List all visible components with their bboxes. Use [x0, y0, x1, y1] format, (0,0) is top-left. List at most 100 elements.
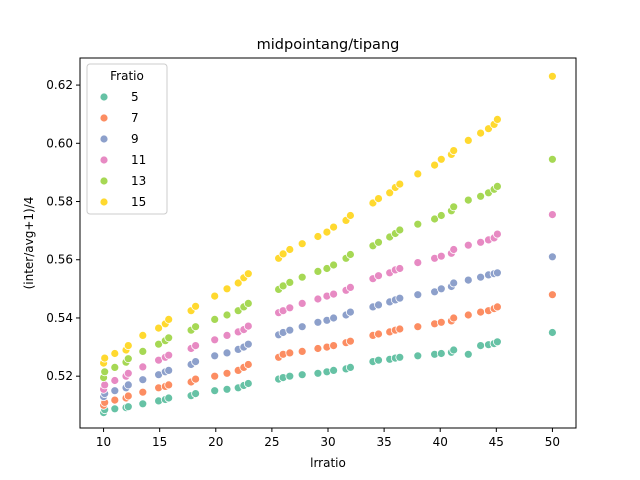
data-point-fratio-13	[313, 266, 323, 276]
data-point-fratio-11	[210, 335, 220, 345]
data-point-fratio-9	[110, 386, 120, 396]
x-tick-label: 45	[489, 435, 504, 449]
data-point-fratio-5	[449, 345, 459, 355]
data-point-fratio-13	[449, 202, 459, 212]
data-point-fratio-5	[345, 362, 355, 372]
data-point-fratio-9	[285, 325, 295, 335]
data-point-fratio-15	[191, 301, 201, 311]
data-point-fratio-13	[164, 333, 174, 343]
data-point-fratio-15	[222, 284, 232, 294]
data-point-fratio-13	[278, 281, 288, 291]
data-point-fratio-11	[222, 330, 232, 340]
y-tick-label: 0.62	[46, 78, 73, 92]
data-point-fratio-7	[191, 374, 201, 384]
data-point-fratio-11	[191, 341, 201, 351]
data-point-fratio-13	[285, 277, 295, 287]
data-point-fratio-11	[476, 237, 486, 247]
data-point-fratio-15	[345, 211, 355, 220]
data-point-fratio-5	[413, 351, 423, 361]
data-point-fratio-15	[285, 245, 295, 254]
x-tick-label: 10	[96, 435, 111, 449]
data-point-fratio-15	[548, 71, 557, 81]
data-point-fratio-15	[110, 349, 120, 358]
data-point-fratio-13	[243, 298, 253, 308]
data-point-fratio-5	[222, 384, 232, 394]
data-point-fratio-13	[329, 260, 339, 270]
data-point-fratio-9	[210, 351, 220, 361]
data-point-fratio-9	[297, 322, 307, 332]
data-point-fratio-13	[191, 322, 201, 332]
data-point-fratio-7	[164, 380, 174, 390]
data-point-fratio-11	[164, 350, 174, 360]
data-point-fratio-13	[436, 211, 446, 220]
y-tick-label: 0.60	[46, 136, 73, 150]
legend-label-5: 5	[131, 90, 139, 104]
data-point-fratio-7	[395, 324, 405, 334]
data-point-fratio-11	[297, 298, 307, 308]
data-point-fratio-5	[374, 355, 383, 365]
data-point-fratio-13	[100, 367, 110, 377]
data-point-fratio-9	[222, 348, 232, 358]
data-point-fratio-13	[395, 225, 405, 235]
data-point-fratio-13	[345, 250, 355, 259]
data-point-fratio-13	[492, 181, 502, 191]
data-point-fratio-11	[313, 294, 323, 304]
points-layer	[99, 71, 557, 418]
data-point-fratio-5	[123, 402, 133, 412]
data-point-fratio-15	[138, 330, 148, 340]
data-point-fratio-11	[100, 380, 110, 390]
data-point-fratio-15	[313, 232, 323, 241]
data-point-fratio-13	[476, 191, 486, 201]
data-point-fratio-7	[222, 368, 232, 378]
data-point-fratio-13	[548, 154, 557, 164]
data-point-fratio-5	[463, 349, 473, 359]
data-point-fratio-5	[164, 393, 174, 403]
data-point-fratio-9	[164, 365, 174, 375]
data-point-fratio-5	[548, 328, 557, 337]
data-point-fratio-7	[548, 290, 557, 300]
x-tick-label: 25	[264, 435, 279, 449]
data-point-fratio-7	[210, 371, 220, 381]
legend: Fratio 5 7 9 11 13 15	[86, 63, 168, 215]
data-point-fratio-11	[329, 289, 339, 299]
legend-marker-9	[99, 134, 109, 144]
data-point-fratio-13	[138, 346, 148, 356]
data-point-fratio-9	[191, 357, 201, 367]
data-point-fratio-9	[476, 272, 486, 282]
legend-label-11: 11	[131, 153, 146, 167]
x-axis-label: lrratio	[310, 456, 346, 470]
data-point-fratio-7	[329, 341, 339, 351]
data-point-fratio-15	[278, 249, 288, 259]
data-point-fratio-13	[413, 219, 423, 229]
data-point-fratio-7	[123, 391, 133, 401]
legend-marker-15	[99, 197, 109, 207]
data-point-fratio-7	[436, 317, 446, 327]
data-point-fratio-5	[110, 404, 120, 414]
x-tick-label: 20	[208, 435, 223, 449]
data-point-fratio-13	[123, 354, 133, 364]
data-point-fratio-15	[297, 239, 307, 249]
data-point-fratio-15	[164, 314, 174, 324]
legend-marker-5	[99, 92, 109, 102]
y-tick-label: 0.54	[46, 311, 73, 325]
y-tick-label: 0.56	[46, 253, 73, 267]
legend-marker-11	[99, 155, 109, 165]
data-point-fratio-7	[110, 395, 120, 405]
data-point-fratio-5	[191, 389, 201, 399]
data-point-fratio-7	[492, 302, 502, 312]
data-point-fratio-11	[374, 271, 383, 281]
data-point-fratio-13	[463, 195, 473, 205]
x-tick-label: 50	[545, 435, 560, 449]
data-point-fratio-9	[243, 339, 253, 349]
data-point-fratio-7	[413, 322, 423, 332]
data-point-fratio-11	[110, 376, 120, 385]
data-point-fratio-13	[222, 310, 232, 320]
data-point-fratio-5	[210, 386, 220, 396]
data-point-fratio-15	[154, 323, 164, 333]
data-point-fratio-15	[436, 154, 446, 164]
y-tick-label: 0.58	[46, 195, 73, 209]
legend-label-13: 13	[131, 174, 146, 188]
data-point-fratio-9	[345, 307, 355, 317]
data-point-fratio-7	[463, 310, 473, 320]
